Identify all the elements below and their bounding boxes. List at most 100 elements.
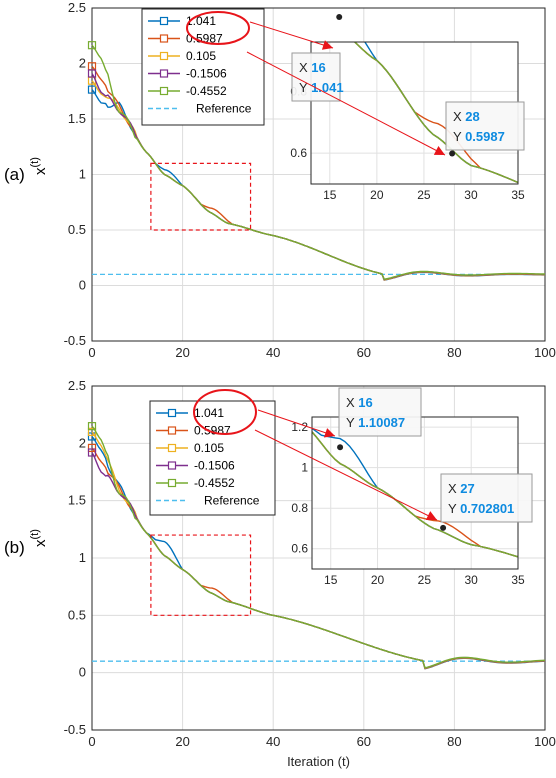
highlight-ellipse [193, 389, 257, 435]
datatip-box [291, 52, 341, 102]
inset-x-tick-label: 15 [323, 188, 337, 202]
series-marker-4 [87, 448, 97, 457]
inset-y-tick-label: 1 [301, 461, 308, 475]
datatip-1: X 16 Y 1.10087 [338, 387, 422, 437]
series-marker-5 [87, 422, 97, 431]
datatip-x: X 28 [453, 109, 480, 124]
series-marker-1 [87, 85, 97, 94]
y-tick-label: 2 [79, 435, 86, 450]
x-tick-label: 60 [357, 345, 371, 360]
series-line-5 [91, 425, 546, 669]
datatip-x: X 27 [448, 481, 475, 496]
legend-marker [167, 461, 177, 470]
legend-marker [167, 443, 177, 453]
inset-y-tick-label: 0.6 [290, 146, 307, 160]
x-tick-label: 0 [88, 345, 95, 360]
datatip-x: X 16 [299, 60, 326, 75]
datatip-point [449, 150, 456, 157]
inset-series-line-5 [312, 430, 518, 558]
legend-marker [159, 34, 169, 43]
legend-marker [159, 16, 169, 26]
datatip-x: X 16 [346, 395, 373, 410]
inset-x-tick-label: 35 [511, 188, 525, 202]
y-tick-label: 1 [79, 550, 86, 565]
inset-x-tick-label: 20 [370, 188, 384, 202]
y-axis-label: x(t) [29, 529, 49, 547]
datatip-2: X 27 Y 0.702801 [440, 473, 533, 523]
legend-marker [167, 478, 177, 488]
series-marker-4 [87, 69, 97, 78]
y-tick-label: 2.5 [68, 378, 86, 393]
datatip-1: X 16Y 1.041 [291, 52, 344, 102]
inset-x-tick-label: 15 [324, 573, 338, 587]
arrow-shaft [246, 51, 446, 156]
y-tick-label: 1 [79, 167, 86, 182]
inset-x-tick-label: 20 [371, 573, 385, 587]
arrow-shaft [257, 409, 336, 437]
x-tick-label: 100 [534, 734, 556, 749]
inset-y-tick-label: 0.6 [291, 542, 308, 556]
inset-series [312, 427, 518, 558]
panel-b: 0 20 40 60 80 100-0.500.511.522.5(b) x(t)Itera… [4, 378, 556, 769]
datatip-2: X 28 Y 0.5987 [445, 101, 525, 151]
arrow-head [425, 511, 437, 521]
datatip-point [440, 524, 447, 531]
inset-x-tick-label: 30 [464, 188, 478, 202]
x-tick-label: 80 [447, 734, 461, 749]
annotation-arrow-1 [249, 21, 334, 50]
annotation-arrow-2 [254, 429, 438, 521]
legend-entry: -0.1506 [194, 459, 235, 473]
legend-entry: 0.5987 [186, 32, 223, 46]
panel-label: (b) [4, 538, 25, 557]
legend-marker [167, 408, 177, 418]
datatip-point [336, 13, 343, 20]
axes-box [91, 385, 546, 731]
y-tick-label: 0.5 [68, 607, 86, 622]
legend-marker [167, 426, 177, 435]
inset-y-tick-label: 1.2 [291, 420, 308, 434]
annotation-arrow-1 [257, 409, 336, 438]
legend-entry: -0.1506 [186, 67, 227, 81]
legend-entry: 0.105 [186, 49, 216, 63]
y-tick-label: 0 [79, 665, 86, 680]
inset-x-tick-label: 30 [465, 573, 479, 587]
panel-label: (a) [4, 165, 25, 184]
legend-marker [159, 86, 169, 96]
legend-entry: 0.105 [194, 441, 224, 455]
datatip-box [338, 387, 422, 437]
legend-entry: Reference [204, 494, 260, 508]
datatip-point [337, 444, 344, 451]
datatip-box [445, 101, 525, 151]
x-tick-label: 0 [88, 734, 95, 749]
zoom-box [150, 534, 252, 616]
arrow-shaft [254, 429, 438, 521]
x-tick-label: 60 [357, 734, 371, 749]
inset-axes: 15 20 25 30 35 0.6 0.8 1 1.2 [291, 416, 525, 587]
highlight-ellipse [186, 11, 250, 45]
x-tick-label: 40 [266, 345, 280, 360]
arrow-head [433, 145, 445, 155]
y-tick-label: 0 [79, 278, 86, 293]
y-tick-label: 2 [79, 56, 86, 71]
legend-entry: -0.4552 [194, 476, 235, 490]
x-axis-label: Iteration (t) [287, 754, 350, 769]
x-tick-label: 20 [175, 734, 189, 749]
series-marker-5 [87, 41, 97, 50]
x-tick-label: 80 [447, 345, 461, 360]
x-tick-label: 100 [534, 345, 556, 360]
y-tick-label: 1.5 [68, 493, 86, 508]
zoom-box [150, 162, 252, 231]
inset-x-tick-label: 35 [511, 573, 525, 587]
annotation-arrow-2 [246, 51, 446, 156]
inset-x-tick-label: 25 [418, 573, 432, 587]
inset-series-line-5 [353, 42, 518, 184]
inset-x-tick-label: 25 [417, 188, 431, 202]
legend-marker [159, 69, 169, 78]
y-axis-label: x(t) [29, 157, 49, 175]
x-tick-label: 20 [175, 345, 189, 360]
y-tick-label: 2.5 [68, 0, 86, 15]
panel-a: 0 20 40 60 80 100-0.500.511.522.5(a) x(t)1.041… [4, 0, 556, 360]
inset-series [353, 42, 518, 184]
